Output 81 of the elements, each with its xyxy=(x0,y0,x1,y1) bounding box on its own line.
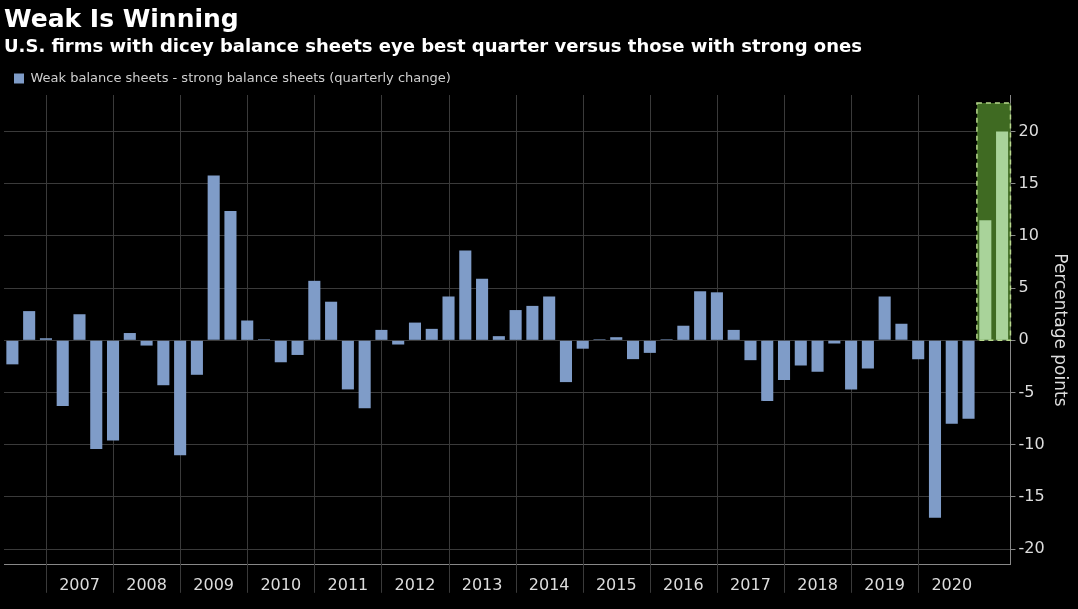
x-tick-label: 2012 xyxy=(394,574,436,594)
y-tick-label: 15 xyxy=(1018,172,1039,192)
bar xyxy=(308,280,321,340)
y-tick-label: 10 xyxy=(1018,225,1039,245)
bar xyxy=(459,250,472,340)
bar xyxy=(979,220,992,340)
bar xyxy=(207,175,220,340)
bar xyxy=(140,340,153,346)
bar xyxy=(476,278,489,340)
bar xyxy=(6,340,19,365)
bar xyxy=(576,340,589,349)
bar xyxy=(945,340,958,424)
x-tick-label: 2014 xyxy=(528,574,570,594)
bar xyxy=(123,333,136,340)
bar xyxy=(375,329,388,340)
x-tick-label: 2010 xyxy=(260,574,302,594)
bar xyxy=(492,336,505,340)
bar xyxy=(895,323,908,340)
bar xyxy=(442,296,455,340)
bar xyxy=(73,314,86,340)
bar xyxy=(90,340,103,449)
chart-subtitle: U.S. firms with dicey balance sheets eye best quarter versus those with strong ones xyxy=(3,34,863,58)
bar xyxy=(392,340,405,345)
bar xyxy=(325,301,338,340)
x-tick-label: 2015 xyxy=(595,574,637,594)
bar xyxy=(190,340,203,375)
bar xyxy=(861,340,874,369)
chart-title: Weak Is Winning xyxy=(3,3,240,34)
y-tick-label: 0 xyxy=(1018,329,1029,349)
y-tick-label: -5 xyxy=(1018,381,1035,401)
x-tick-label: 2017 xyxy=(730,574,771,594)
bar xyxy=(509,310,522,340)
y-tick-label: -10 xyxy=(1018,433,1045,453)
y-axis-title: Percentage points xyxy=(1051,253,1072,407)
bar xyxy=(811,340,824,372)
y-tick-label: 5 xyxy=(1018,277,1029,297)
x-tick-label: 2016 xyxy=(663,574,704,594)
bar xyxy=(710,292,723,340)
y-tick-label: 20 xyxy=(1018,120,1039,140)
bar xyxy=(274,340,287,363)
bar xyxy=(107,340,120,441)
bar xyxy=(157,340,170,386)
bar xyxy=(928,340,942,518)
bar xyxy=(559,340,572,383)
x-tick-label: 2013 xyxy=(461,574,503,594)
bar xyxy=(845,340,858,390)
bar xyxy=(408,322,422,340)
bar xyxy=(526,305,539,340)
bar xyxy=(761,340,774,401)
bar xyxy=(610,337,623,340)
bar xyxy=(23,311,36,340)
bar xyxy=(694,291,707,340)
bar xyxy=(341,340,354,390)
bar xyxy=(777,340,791,381)
bar xyxy=(358,340,371,409)
bar xyxy=(643,340,656,353)
bar xyxy=(174,340,187,456)
x-tick-label: 2011 xyxy=(327,574,369,594)
y-tick-label: -15 xyxy=(1018,486,1045,506)
bar xyxy=(224,210,237,340)
bar xyxy=(56,340,69,407)
bar xyxy=(677,325,690,340)
x-tick-label: 2018 xyxy=(797,574,838,594)
bar xyxy=(627,340,640,360)
y-tick-label: -20 xyxy=(1018,538,1045,558)
bar xyxy=(291,340,304,355)
x-tick-label: 2019 xyxy=(864,574,906,594)
bar xyxy=(794,340,807,366)
bar xyxy=(744,340,757,361)
bar xyxy=(425,328,438,340)
bar xyxy=(878,296,891,340)
bar xyxy=(727,329,740,340)
bar xyxy=(912,340,925,360)
bar xyxy=(543,296,556,340)
legend-label: Weak balance sheets - strong balance sheets (quarterly change) xyxy=(30,69,451,85)
bar xyxy=(241,320,254,340)
x-tick-label: 2008 xyxy=(126,574,167,594)
x-tick-label: 2007 xyxy=(59,574,100,594)
bar xyxy=(962,340,975,419)
x-tick-label: 2020 xyxy=(931,574,973,594)
x-tick-label: 2009 xyxy=(193,574,235,594)
